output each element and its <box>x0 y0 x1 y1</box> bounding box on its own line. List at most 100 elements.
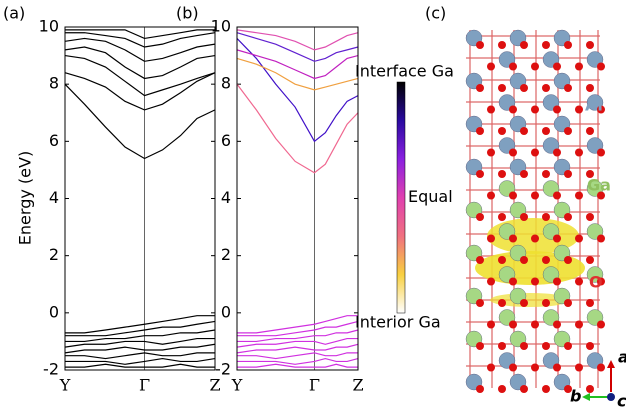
o-atom <box>586 342 594 350</box>
o-atom <box>520 385 528 393</box>
o-atom <box>498 170 506 178</box>
o-atom <box>597 148 605 157</box>
o-atom <box>520 127 528 135</box>
o-atom <box>531 277 539 286</box>
band-line <box>237 363 358 368</box>
band-line <box>64 54 216 97</box>
y-tick-label: 10 <box>39 17 59 36</box>
o-atom <box>553 62 561 71</box>
o-atom <box>586 299 594 307</box>
o-atom <box>586 84 594 92</box>
x-tick-label: Γ <box>139 376 150 395</box>
o-atom <box>520 170 528 178</box>
o-atom <box>487 148 495 157</box>
y-tick-label: 2 <box>221 245 231 264</box>
y-tick-label: 6 <box>221 131 231 150</box>
o-atom <box>575 191 583 200</box>
o-atom <box>597 320 605 329</box>
band-line <box>65 363 215 368</box>
o-atom <box>531 191 539 200</box>
o-atom <box>575 277 583 286</box>
colorbar <box>396 81 406 314</box>
colorbar-label: Interior Ga <box>355 313 441 332</box>
band-line <box>236 29 359 51</box>
band-line <box>237 357 359 365</box>
o-atom <box>509 62 517 71</box>
x-tick-label: Γ <box>309 376 320 395</box>
o-atom <box>553 191 561 200</box>
o-atom <box>564 213 572 221</box>
o-atom <box>575 320 583 329</box>
o-atom <box>487 105 495 114</box>
o-atom <box>509 234 517 243</box>
o-atom <box>597 363 605 372</box>
o-atom <box>575 148 583 157</box>
o-atom <box>531 320 539 329</box>
o-atom <box>597 62 605 71</box>
o-atom <box>476 299 484 307</box>
o-atom <box>564 385 572 393</box>
o-atom <box>542 127 550 135</box>
arrow-head <box>607 360 615 368</box>
o-atom <box>476 170 484 178</box>
o-atom <box>520 256 528 264</box>
x-tick-label: Y <box>231 376 243 395</box>
y-tick-label: -2 <box>43 360 59 379</box>
o-atom <box>476 127 484 135</box>
y-axis-label: Energy (eV) <box>16 151 35 245</box>
o-atom <box>597 234 605 243</box>
y-tick-label: 0 <box>49 302 59 321</box>
o-atom <box>498 299 506 307</box>
o-atom <box>476 41 484 49</box>
o-atom <box>498 41 506 49</box>
o-atom <box>564 299 572 307</box>
o-atom <box>520 342 528 350</box>
band-line <box>236 32 359 62</box>
band-line <box>65 315 215 334</box>
atom-label: O <box>589 273 603 292</box>
o-atom <box>531 62 539 71</box>
axis-label: a <box>618 348 626 367</box>
band-line <box>237 315 358 334</box>
o-atom <box>575 363 583 372</box>
o-atom <box>553 363 561 372</box>
o-atom <box>575 62 583 71</box>
band-line <box>237 352 358 360</box>
band-line <box>64 343 216 354</box>
crystal-structure <box>465 29 605 393</box>
band-line <box>64 37 216 62</box>
o-atom <box>553 234 561 243</box>
band-line <box>237 320 359 337</box>
o-atom <box>498 127 506 135</box>
o-atom <box>586 256 594 264</box>
axis-label: b <box>570 387 581 406</box>
o-atom <box>498 256 506 264</box>
y-tick-label: 2 <box>49 245 59 264</box>
axis-label: c <box>617 392 626 410</box>
o-atom <box>542 84 550 92</box>
o-atom <box>542 170 550 178</box>
o-atom <box>575 105 583 114</box>
o-atom <box>509 363 517 372</box>
y-tick-label: -2 <box>215 360 231 379</box>
band-line <box>236 343 359 354</box>
o-atom <box>531 363 539 372</box>
o-atom <box>476 385 484 393</box>
plot-frame <box>236 26 359 371</box>
o-atom <box>553 320 561 329</box>
o-atom <box>509 105 517 114</box>
o-atom <box>597 277 605 286</box>
o-atom <box>564 41 572 49</box>
plot-frame <box>64 26 216 371</box>
o-atom <box>476 256 484 264</box>
o-atom <box>564 170 572 178</box>
o-atom <box>487 320 495 329</box>
band-line <box>236 83 359 174</box>
o-atom <box>586 385 594 393</box>
o-atom <box>520 84 528 92</box>
band-line <box>65 352 215 360</box>
o-atom <box>597 105 605 114</box>
o-atom <box>498 84 506 92</box>
